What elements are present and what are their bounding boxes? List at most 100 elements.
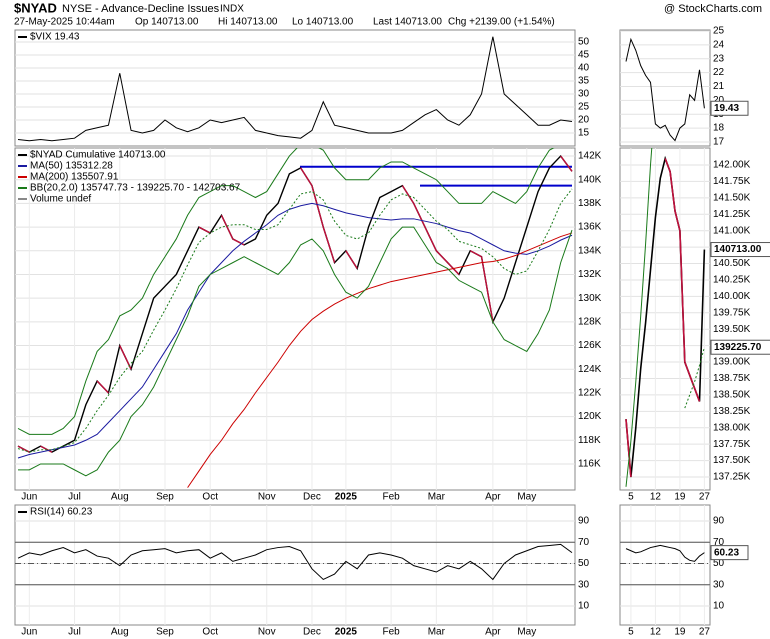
last-value-label: 140713.00 <box>714 244 762 255</box>
open: Op 140713.00 <box>135 17 199 28</box>
y-tick-label: 141.00K <box>713 225 751 236</box>
down-segment <box>625 419 632 478</box>
y-tick-label: 138.25K <box>713 406 751 417</box>
x-tick-label: Jul <box>68 627 81 638</box>
last-value-label: 60.23 <box>714 547 739 558</box>
y-tick-label: 18 <box>713 123 725 134</box>
y-tick-label: 140.00K <box>713 291 751 302</box>
x-tick-label: 27 <box>699 492 711 503</box>
y-tick-label: 10 <box>578 601 590 612</box>
y-tick-label: 90 <box>578 516 590 527</box>
legend-label: MA(200) 135507.91 <box>30 172 119 183</box>
y-tick-label: 21 <box>713 81 725 92</box>
y-tick-label: 30 <box>578 89 590 100</box>
last-value-box <box>710 242 770 258</box>
down-segment <box>300 167 313 187</box>
down-segment <box>480 256 494 322</box>
x-tick-label: 19 <box>674 492 686 503</box>
x-tick-label: Aug <box>111 492 129 503</box>
x-tick-label: Oct <box>202 492 218 503</box>
change: Chg +2139.00 (+1.54%) <box>448 17 555 28</box>
high: Hi 140713.00 <box>218 17 278 28</box>
last-value-label: 19.43 <box>714 103 739 114</box>
y-tick-label: 15 <box>578 128 590 139</box>
down-segment <box>674 210 681 231</box>
panel-frame <box>619 504 711 626</box>
x-tick-label: May <box>517 492 536 503</box>
x-tick-label: 2025 <box>335 627 358 638</box>
down-segment <box>96 380 109 394</box>
y-tick-label: 140K <box>578 174 602 185</box>
down-segment <box>688 374 696 389</box>
y-tick-label: 137.50K <box>713 455 751 466</box>
y-tick-label: 139.00K <box>713 357 751 368</box>
panel-frame <box>619 147 711 491</box>
series-line <box>17 148 572 435</box>
series-line <box>625 148 653 487</box>
legend-label: $VIX 19.43 <box>30 32 80 43</box>
instrument-name: NYSE - Advance-Decline Issues <box>62 3 220 15</box>
y-tick-label: 140.50K <box>713 258 751 269</box>
x-tick-label: Feb <box>382 627 400 638</box>
last-value-box <box>710 100 749 116</box>
y-tick-label: 122K <box>578 388 602 399</box>
symbol: $NYAD <box>14 0 57 15</box>
y-tick-label: 20 <box>713 95 725 106</box>
down-segment <box>413 203 426 228</box>
y-tick-label: 25 <box>578 102 590 113</box>
x-tick-label: Mar <box>428 492 446 503</box>
y-tick-label: 50 <box>578 558 590 569</box>
y-tick-label: 138.50K <box>713 390 751 401</box>
y-tick-label: 124K <box>578 364 602 375</box>
down-segment <box>345 250 358 269</box>
y-tick-label: 126K <box>578 340 602 351</box>
date: 27-May-2025 10:44am <box>14 17 115 28</box>
y-tick-label: 142.00K <box>713 160 751 171</box>
y-tick-label: 137.25K <box>713 472 751 483</box>
down-segment <box>401 185 415 204</box>
down-segment <box>232 238 245 246</box>
panel-frame <box>14 29 576 147</box>
x-tick-label: 12 <box>650 492 662 503</box>
last-value-box <box>710 339 770 355</box>
legend-label: $NYAD Cumulative 140713.00 <box>30 150 166 161</box>
x-tick-label: Jun <box>21 492 37 503</box>
down-segment <box>664 158 671 172</box>
source: @ StockCharts.com <box>664 3 762 15</box>
y-tick-label: 70 <box>578 537 590 548</box>
y-tick-label: 141.50K <box>713 192 751 203</box>
y-tick-label: 90 <box>713 516 725 527</box>
y-tick-label: 118K <box>578 435 601 446</box>
y-tick-label: 138.75K <box>713 373 751 384</box>
y-tick-label: 138.00K <box>713 422 751 433</box>
y-tick-label: 10 <box>713 601 725 612</box>
y-tick-label: 35 <box>578 76 590 87</box>
x-tick-label: Nov <box>258 492 276 503</box>
x-tick-label: Nov <box>258 627 276 638</box>
y-tick-label: 128K <box>578 316 602 327</box>
low: Lo 140713.00 <box>292 17 354 28</box>
y-tick-label: 132K <box>578 269 602 280</box>
y-tick-label: 25 <box>713 26 725 37</box>
series-line <box>17 202 573 459</box>
x-tick-label: Dec <box>303 492 321 503</box>
last-value-box <box>710 545 749 561</box>
legend-label: MA(50) 135312.28 <box>30 161 113 172</box>
x-tick-label: Feb <box>382 492 400 503</box>
y-tick-label: 139.75K <box>713 307 751 318</box>
down-segment <box>560 155 573 172</box>
exchange: INDX <box>220 4 244 15</box>
x-tick-label: 19 <box>674 627 686 638</box>
y-tick-label: 40 <box>578 63 590 74</box>
x-tick-label: Aug <box>111 627 129 638</box>
down-segment <box>435 250 449 264</box>
y-tick-label: 116K <box>578 459 601 470</box>
down-segment <box>693 388 701 402</box>
y-tick-label: 120K <box>578 411 602 422</box>
y-tick-label: 140.25K <box>713 275 751 286</box>
series-line <box>625 37 705 142</box>
down-segment <box>424 226 437 252</box>
down-segment <box>669 171 676 212</box>
y-tick-label: 139.50K <box>713 324 751 335</box>
y-tick-label: 23 <box>713 53 725 64</box>
